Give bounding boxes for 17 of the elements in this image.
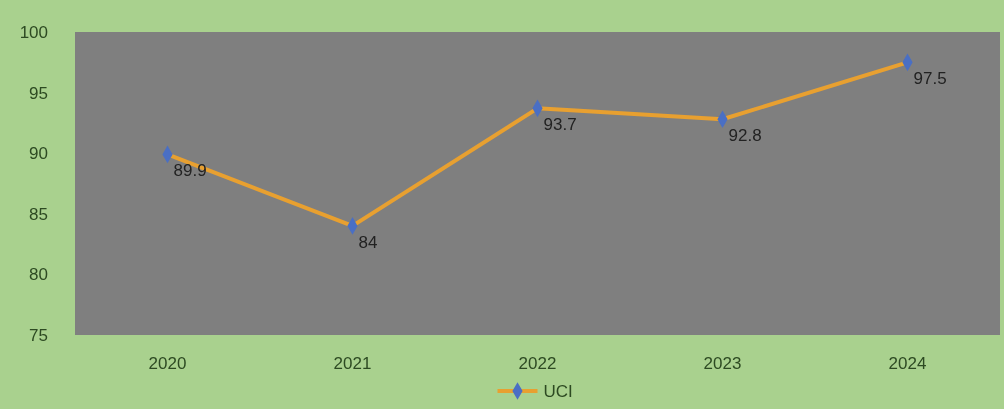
- x-tick-label: 2024: [888, 354, 927, 373]
- data-label: 92.8: [728, 126, 762, 146]
- y-tick-label: 75: [29, 326, 48, 345]
- x-tick-label: 2021: [333, 354, 372, 373]
- y-tick-label: 85: [29, 204, 48, 224]
- y-tick-label: 90: [29, 144, 48, 164]
- x-tick-label: 2022: [518, 354, 557, 373]
- x-tick-label: 2023: [703, 354, 742, 373]
- y-tick-label: 100: [19, 23, 48, 42]
- x-tick-label: 2020: [148, 354, 187, 373]
- data-label: 97.5: [913, 69, 947, 89]
- data-label: 84: [358, 232, 378, 252]
- legend-label: UCI: [543, 382, 573, 401]
- y-tick-label: 80: [29, 265, 48, 285]
- data-label: 89.9: [173, 161, 207, 181]
- y-tick-label: 95: [29, 83, 48, 103]
- data-label: 93.7: [543, 115, 577, 135]
